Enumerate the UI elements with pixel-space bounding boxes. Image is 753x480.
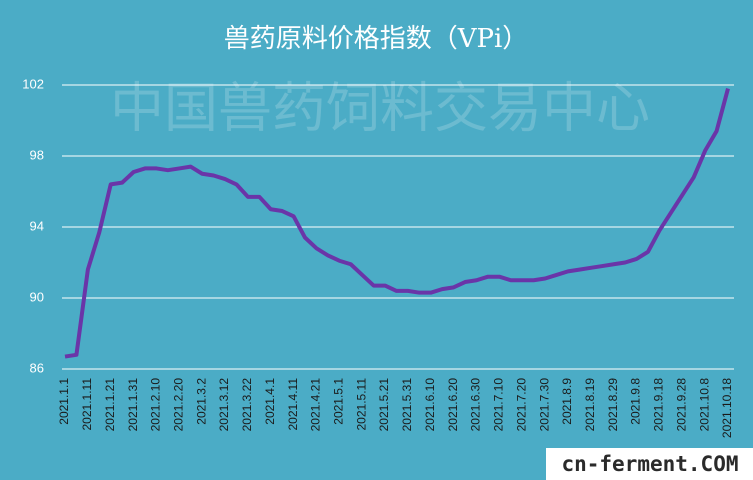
x-tick-label: 2021.3.22 [240,378,254,432]
x-tick-label: 2021.2.20 [171,378,185,432]
x-tick-label: 2021.5.11 [354,378,368,431]
logo-box [546,448,753,480]
x-tick-label: 2021.10.18 [720,378,734,438]
grid: 86 90 94 98 102 [22,76,734,375]
x-tick-label: 2021.3.12 [217,378,231,432]
x-tick-label: 2021.8.29 [606,378,620,432]
x-tick-label: 2021.8.19 [583,378,597,432]
x-tick-label: 2021.7.20 [514,378,528,432]
x-axis: 2021.1.1 2021.1.11 2021.1.21 2021.1.31 2021.… [57,378,734,438]
data-line [64,88,730,359]
x-tick-label: 2021.1.11 [80,378,94,431]
x-tick-label: 2021.8.9 [560,378,574,425]
x-tick-label: 2021.9.28 [674,378,688,432]
y-tick-label: 86 [30,360,44,375]
y-tick-label: 102 [22,76,44,91]
x-tick-label: 2021.4.1 [263,378,277,425]
x-tick-label: 2021.9.8 [629,378,643,425]
logo: cn-ferment.COM [561,452,738,476]
x-tick-label: 2021.6.20 [446,378,460,432]
plot [64,88,730,359]
x-tick-label: 2021.3.2 [194,378,208,425]
watermark: 中国兽药饲料交易中心 [110,77,650,140]
x-tick-label: 2021.5.1 [332,378,346,425]
x-tick-label: 2021.7.30 [537,378,551,432]
x-tick-label: 2021.5.21 [377,378,391,432]
y-tick-label: 98 [30,147,44,162]
y-tick-label: 94 [30,218,44,233]
x-tick-label: 2021.4.11 [286,378,300,431]
x-tick-label: 2021.7.10 [492,378,506,432]
y-tick-label: 90 [30,289,44,304]
x-tick-label: 2021.4.21 [309,378,323,432]
x-tick-label: 2021.6.10 [423,378,437,432]
x-tick-label: 2021.6.30 [469,378,483,432]
x-tick-label: 2021.2.10 [149,378,163,432]
x-tick-label: 2021.1.21 [103,378,117,432]
x-tick-label: 2021.10.8 [697,378,711,432]
x-tick-label: 2021.9.18 [652,378,666,432]
x-tick-label: 2021.1.31 [126,378,140,432]
x-tick-label: 2021.1.1 [57,378,71,425]
chart-title: 兽药原料价格指数（VPi） [224,24,529,54]
x-tick-label: 2021.5.31 [400,378,414,432]
